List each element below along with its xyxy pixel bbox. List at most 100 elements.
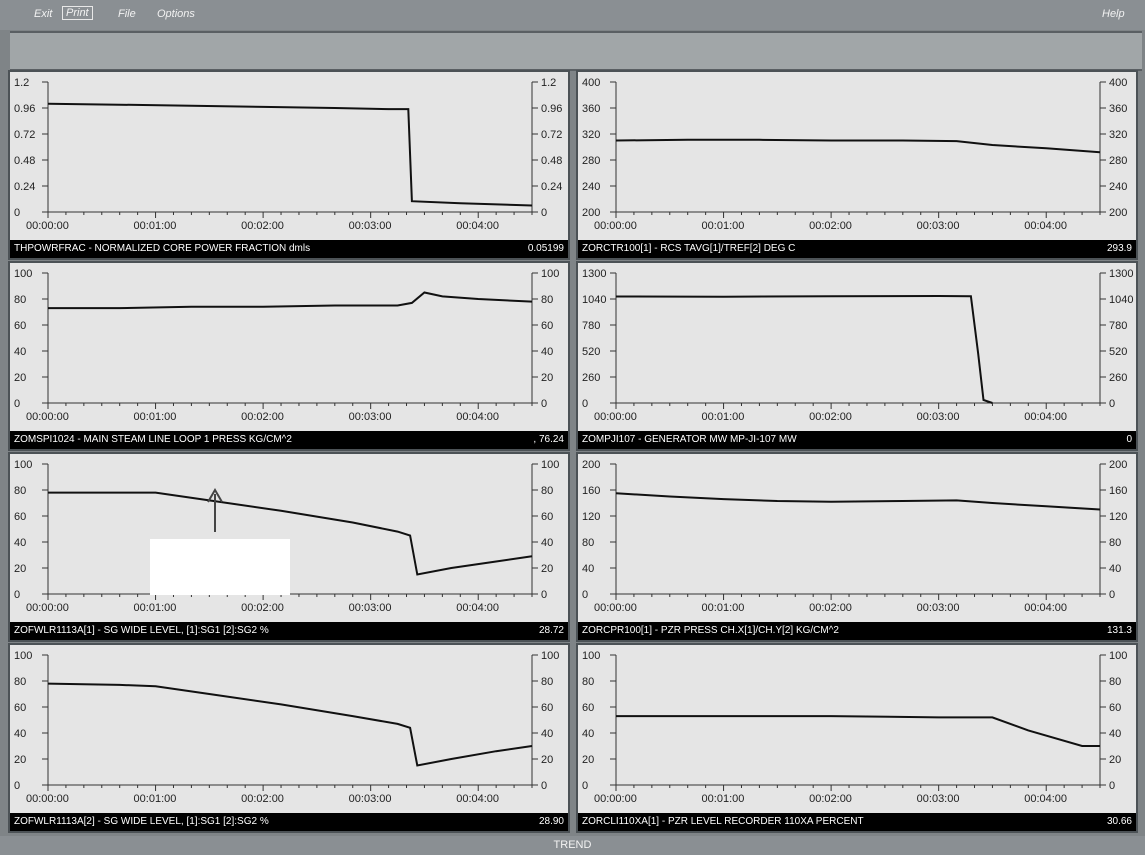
y-tick-label-right: 80: [1109, 537, 1121, 549]
menu-help[interactable]: Help: [1102, 8, 1125, 20]
y-tick-label-left: 40: [582, 563, 594, 575]
y-tick-label-left: 20: [14, 372, 26, 384]
x-tick-label: 00:04:00: [456, 793, 499, 805]
current-value: 131.3: [1106, 625, 1132, 636]
x-tick-label: 00:01:00: [134, 411, 177, 423]
y-tick-label-left: 400: [582, 77, 600, 89]
y-tick-label-right: 200: [1109, 207, 1127, 219]
y-tick-label-left: 160: [582, 485, 600, 497]
y-tick-label-left: 260: [582, 372, 600, 384]
x-tick-label: 00:01:00: [702, 602, 745, 614]
trend-panel-p2[interactable]: 400 400 360 360 320 320 280 280 240 240 200 200 00:0…: [576, 70, 1138, 260]
y-tick-label-right: 320: [1109, 129, 1127, 141]
trend-line: [47, 682, 533, 767]
trend-panel-p3[interactable]: 100 100 80 80 60 60 40 40 20 20 0 0 00:00:00 00:01:00…: [8, 261, 570, 451]
y-tick-label-left: 0: [582, 780, 588, 792]
trend-line: [616, 715, 1100, 747]
x-tick-label: 00:03:00: [917, 793, 960, 805]
trend-panel-p8[interactable]: 100 100 80 80 60 60 40 40 20 20 0 0 00:00:00 00:01:00…: [576, 643, 1138, 833]
y-tick-label-left: 20: [14, 563, 26, 575]
trend-panel-p4[interactable]: 1300 1300 1040 1040 780 780 520 520 260 260 0 0 00:0…: [576, 261, 1138, 451]
menu-print[interactable]: Print: [62, 6, 93, 20]
y-tick-label-right: 100: [1109, 650, 1127, 662]
y-tick-label-right: 280: [1109, 155, 1127, 167]
y-tick-label-left: 40: [14, 728, 26, 740]
trend-line: [48, 491, 533, 576]
trend-line: [47, 102, 533, 207]
y-tick-label-left: 120: [582, 511, 600, 523]
trend-line: [615, 492, 1101, 511]
menu-options[interactable]: Options: [157, 8, 195, 20]
y-tick-label-right: 40: [541, 346, 553, 358]
y-tick-label-right: 20: [541, 372, 553, 384]
trend-chart: 200 200 160 160 120 120 80 80 40 40 0 0 00:00:00 00:0…: [582, 459, 1127, 614]
y-tick-label-right: 0.24: [541, 181, 562, 193]
y-tick-label-left: 80: [582, 676, 594, 688]
x-tick-label: 00:00:00: [594, 793, 637, 805]
y-tick-label-left: 0: [582, 589, 588, 601]
trend-panel-p7[interactable]: 100 100 80 80 60 60 40 40 20 20 0 0 00:00:00 00:01:00…: [8, 643, 570, 833]
trend-chart: 100 100 80 80 60 60 40 40 20 20 0 0 00:00:00 00:01:00…: [14, 459, 559, 614]
tag-description: ZOFWLR1113A[1] - SG WIDE LEVEL, [1]:SG1 …: [14, 625, 269, 636]
y-tick-label-right: 60: [1109, 702, 1121, 714]
y-tick-label-right: 20: [541, 754, 553, 766]
x-tick-label: 00:03:00: [349, 220, 392, 232]
x-tick-label: 00:03:00: [349, 793, 392, 805]
menu-file[interactable]: File: [118, 8, 136, 20]
y-tick-label-left: 40: [14, 346, 26, 358]
current-value: 293.9: [1106, 243, 1132, 254]
y-tick-label-left: 0: [582, 398, 588, 410]
y-tick-label-left: 1040: [582, 294, 606, 306]
x-tick-label: 00:04:00: [1024, 602, 1067, 614]
y-tick-label-right: 0: [1109, 589, 1115, 601]
y-tick-label-left: 1.2: [14, 77, 29, 89]
y-tick-label-left: 100: [14, 459, 32, 471]
y-tick-label-left: 0.48: [14, 155, 35, 167]
x-tick-label: 00:02:00: [241, 220, 284, 232]
y-tick-label-right: 0: [541, 207, 547, 219]
y-tick-label-right: 160: [1109, 485, 1127, 497]
y-tick-label-right: 40: [1109, 728, 1121, 740]
y-tick-label-right: 60: [541, 320, 553, 332]
tag-description: ZORCTR100[1] - RCS TAVG[1]/TREF[2] DEG C: [582, 243, 796, 254]
trend-chart: 1300 1300 1040 1040 780 780 520 520 260 260 0 0 00:0…: [582, 268, 1133, 423]
x-tick-label: 00:04:00: [1024, 411, 1067, 423]
x-tick-label: 00:04:00: [456, 220, 499, 232]
x-tick-label: 00:02:00: [809, 793, 852, 805]
trend-line: [615, 138, 1101, 154]
y-tick-label-right: 260: [1109, 372, 1127, 384]
x-tick-label: 00:01:00: [702, 411, 745, 423]
trend-panel-p6[interactable]: 200 200 160 160 120 120 80 80 40 40 0 0 00:00:00 00:0…: [576, 452, 1138, 642]
trend-panel-p5[interactable]: 100 100 80 80 60 60 40 40 20 20 0 0 00:00:00 00:01:00…: [8, 452, 570, 642]
trend-panel-p1[interactable]: 1.2 1.2 0.96 0.96 0.72 0.72 0.48 0.48 0.24 0.24 0 0…: [8, 70, 570, 260]
y-tick-label-left: 0: [14, 207, 20, 219]
current-value: 28.72: [538, 625, 564, 636]
trend-chart: 100 100 80 80 60 60 40 40 20 20 0 0 00:00:00 00:01:00…: [14, 650, 559, 805]
y-tick-label-right: 100: [541, 459, 559, 471]
trend-label-bar: ZOMSPI1024 - MAIN STEAM LINE LOOP 1 PRES…: [10, 431, 568, 449]
y-tick-label-left: 80: [14, 485, 26, 497]
x-tick-label: 00:03:00: [349, 602, 392, 614]
x-tick-label: 00:02:00: [809, 220, 852, 232]
x-tick-label: 00:00:00: [26, 411, 69, 423]
trend-line: [48, 291, 533, 310]
y-tick-label-left: 520: [582, 346, 600, 358]
current-value: 28.90: [538, 816, 564, 827]
current-value: 0: [1126, 434, 1132, 445]
menu-exit[interactable]: Exit: [34, 8, 53, 20]
x-tick-label: 00:04:00: [456, 411, 499, 423]
x-tick-label: 00:04:00: [1024, 793, 1067, 805]
x-tick-label: 00:00:00: [26, 602, 69, 614]
y-tick-label-right: 0: [1109, 398, 1115, 410]
y-tick-label-left: 60: [582, 702, 594, 714]
tag-description: THPOWRFRAC - NORMALIZED CORE POWER FRACT…: [14, 243, 311, 254]
trend-label-bar: ZORCPR100[1] - PZR PRESS CH.X[1]/CH.Y[2]…: [578, 622, 1136, 640]
y-tick-label-left: 1300: [582, 268, 606, 280]
y-tick-label-left: 280: [582, 155, 600, 167]
y-tick-label-left: 100: [14, 268, 32, 280]
tag-description: ZORCPR100[1] - PZR PRESS CH.X[1]/CH.Y[2]…: [582, 625, 839, 636]
y-tick-label-left: 360: [582, 103, 600, 115]
x-tick-label: 00:01:00: [702, 793, 745, 805]
y-tick-label-left: 0.96: [14, 103, 35, 115]
y-tick-label-right: 1.2: [541, 77, 556, 89]
